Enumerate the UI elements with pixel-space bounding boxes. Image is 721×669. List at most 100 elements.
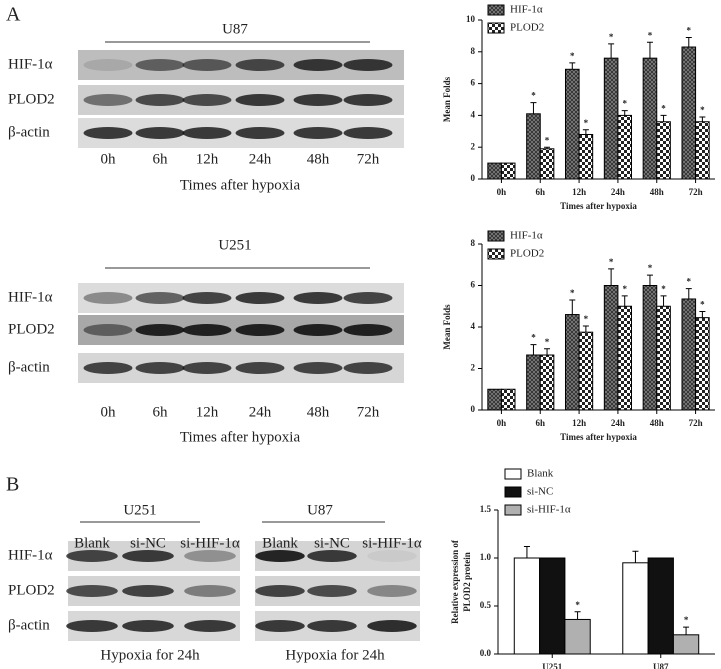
blot-band [235,292,285,304]
blot-title: U87 [222,21,248,37]
bar [681,46,697,180]
bar [539,148,555,180]
bar [500,388,516,411]
y-tick-label: 4 [471,321,476,331]
legend-swatch [487,230,505,242]
significance-marker: * [570,51,575,61]
error-bar [660,295,667,307]
error-bar [569,299,576,315]
bar [578,331,594,411]
lane-label: 0h [101,151,117,167]
bar [500,162,516,180]
blot-band [293,127,343,139]
y-tick-label: 8 [471,238,476,248]
blot-band [135,292,185,304]
bar [603,285,619,411]
blot-band [293,59,343,71]
significance-marker: * [570,288,575,298]
blot-band [367,585,417,597]
lane-label: 72h [357,151,380,167]
significance-marker: * [609,32,614,42]
lane-label: 48h [307,151,330,167]
x-tick-label: 72h [689,187,703,197]
bar [487,162,502,180]
significance-marker: * [622,284,627,294]
y-axis-label: PLOD2 protein [462,552,472,612]
significance-marker: * [545,135,550,145]
lane-label: 48h [307,404,330,420]
blot-band [293,324,343,336]
y-tick-label: 2 [471,141,476,151]
bar [695,121,710,180]
blot-band [367,550,417,562]
panel-label: B [6,474,19,496]
row-label: PLOD2 [8,321,55,337]
blot-band [293,94,343,106]
blot-band [122,620,174,632]
blot-band [182,127,232,139]
lane-label: 6h [153,151,169,167]
blot-xlabel: Hypoxia for 24h [100,647,200,663]
blot-band [307,550,357,562]
significance-marker: * [661,103,666,113]
blot-band [83,127,133,139]
lane-label: 12h [196,151,219,167]
significance-marker: * [584,314,589,324]
blot-band [135,362,185,374]
y-tick-label: 6 [471,78,476,88]
blot-band [135,59,185,71]
x-tick-label: 48h [650,418,664,428]
y-tick-label: 1.0 [480,552,492,562]
error-bar [660,114,667,122]
legend-swatch [504,504,522,516]
bar [578,133,594,180]
lane-label: 0h [101,404,117,420]
panel-label: A [6,4,21,26]
lane-label: 6h [153,404,169,420]
blot-band [184,620,236,632]
error-bar [530,102,537,114]
bar [603,57,619,180]
bar [642,57,658,180]
blot-band [255,550,305,562]
y-tick-label: 0 [471,404,476,414]
blot-band [122,550,174,562]
blot-band [235,362,285,374]
x-tick-label: 72h [689,418,703,428]
blot-band [255,620,305,632]
error-bar [632,550,639,563]
blot-band [367,620,417,632]
significance-marker: * [648,263,653,273]
significance-marker: * [584,118,589,128]
bar [622,562,649,655]
row-label: HIF-1α [8,547,53,563]
legend-swatch [487,22,505,34]
significance-marker: * [648,30,653,40]
error-bar [699,310,706,318]
lane-label: si-HIF-1α [362,535,422,551]
error-bar [646,41,653,59]
bar [526,354,541,411]
blot-band [255,585,305,597]
significance-marker: * [531,91,536,101]
lane-label: Blank [74,535,110,551]
blot-band [343,59,393,71]
x-tick-label: 0h [497,418,507,428]
blot-band [343,362,393,374]
lane-label: si-NC [130,535,166,551]
blot-band [182,59,232,71]
blot-band [83,59,133,71]
legend-label: si-HIF-1α [527,504,571,516]
bar [564,314,580,411]
error-bar [683,626,690,635]
blot-band [235,94,285,106]
legend-label: HIF-1α [510,4,543,16]
legend-label: si-NC [527,486,553,498]
x-tick-label: 48h [650,187,664,197]
lane-label: 24h [249,151,272,167]
error-bar [544,348,551,356]
error-bar [608,43,615,59]
y-axis-label: Mean Folds [442,304,452,350]
bar [564,68,580,180]
